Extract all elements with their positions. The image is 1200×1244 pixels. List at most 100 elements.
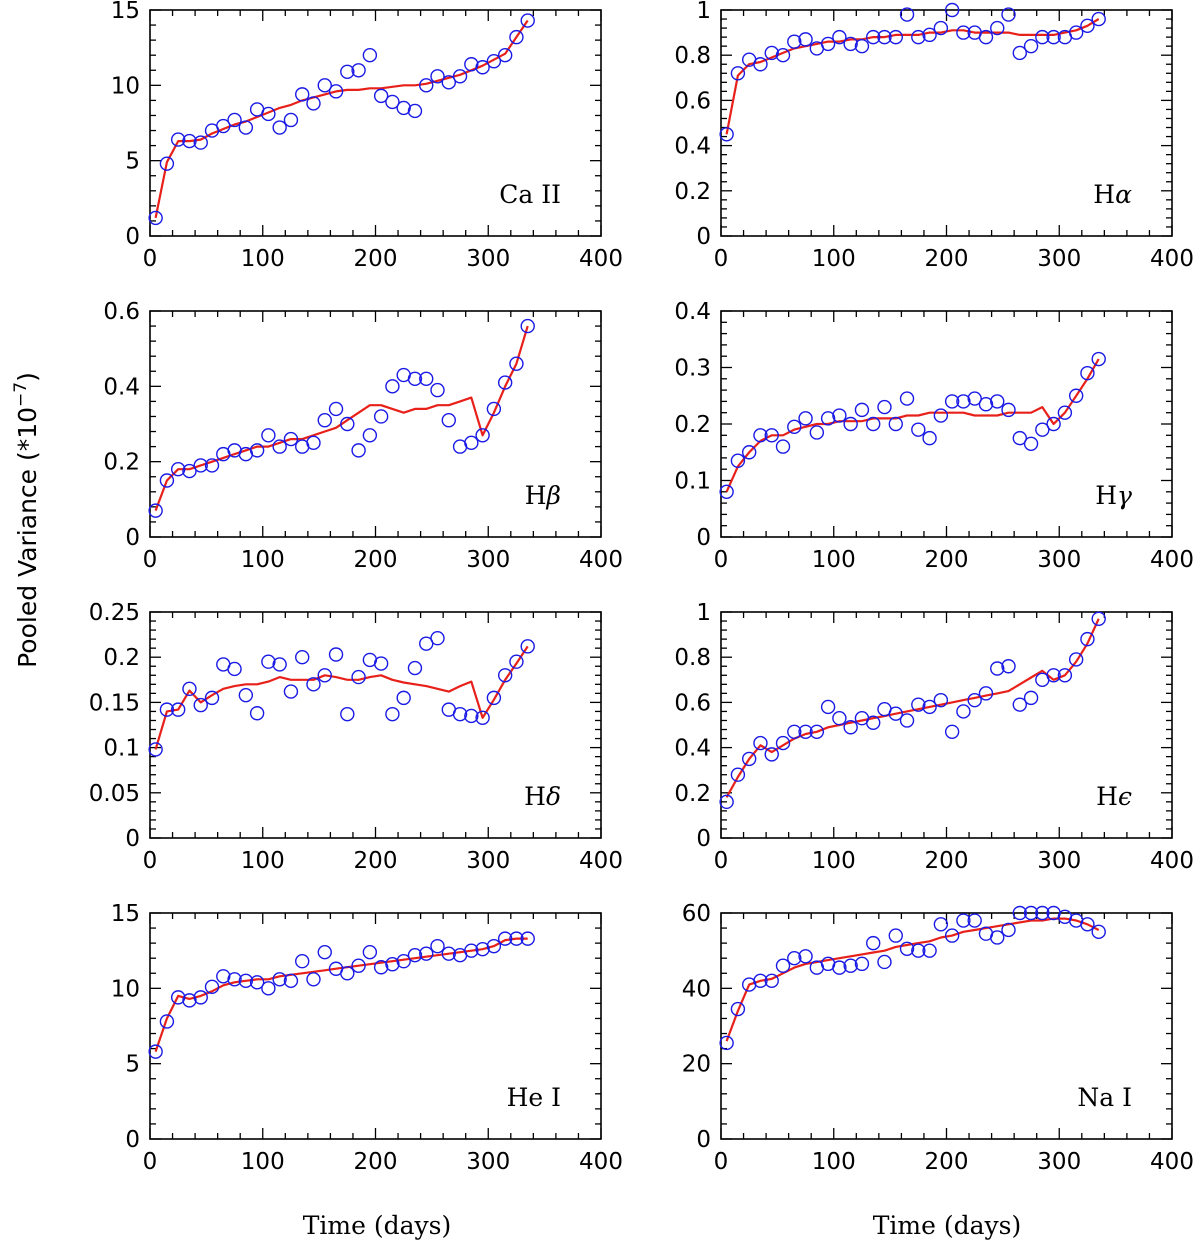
data-point	[520, 639, 535, 654]
x-tick-label: 400	[1150, 246, 1194, 272]
data-point	[922, 943, 937, 958]
data-point	[475, 60, 490, 75]
data-point	[464, 708, 479, 724]
data-point	[419, 636, 434, 651]
panel-6: 0 100 200 300 400 0 0.2 0.4 0.6 0.8 1 Hϵ	[674, 600, 1194, 874]
data-point	[787, 951, 802, 966]
x-tick-label: 100	[812, 547, 856, 573]
data-point	[182, 463, 197, 479]
data-point	[730, 767, 746, 782]
data-point	[1023, 436, 1039, 451]
data-point	[317, 413, 332, 428]
data-point	[193, 458, 208, 473]
data-point	[1046, 668, 1061, 683]
panel-7: 0 100 200 300 400 0 5 10 15 He I	[111, 901, 623, 1175]
panel-label: Hγ	[1095, 481, 1132, 510]
data-point	[182, 133, 197, 149]
data-point	[272, 972, 287, 987]
fit-line	[154, 937, 528, 1052]
panel-label-base: Ca II	[499, 180, 561, 209]
data-point	[1001, 659, 1016, 674]
data-point	[373, 409, 389, 424]
data-point	[832, 29, 847, 45]
data-point	[475, 941, 490, 957]
data-point	[419, 946, 434, 961]
data-point	[990, 661, 1005, 676]
data-point	[854, 956, 870, 972]
panel-label-base: He I	[507, 1083, 561, 1112]
data-point	[764, 973, 779, 988]
data-point	[328, 84, 344, 99]
data-point	[430, 382, 445, 398]
data-point	[441, 75, 456, 90]
x-tick-label: 0	[143, 246, 158, 272]
x-tick-label: 400	[579, 848, 623, 874]
data-point	[1080, 631, 1095, 647]
data-point	[798, 949, 813, 964]
data-point	[373, 960, 389, 975]
data-point	[182, 993, 197, 1008]
x-tick-label: 200	[354, 1149, 398, 1175]
data-point	[204, 458, 220, 473]
data-point	[430, 631, 445, 646]
data-point	[956, 394, 971, 409]
data-point	[978, 397, 994, 412]
right-x-axis-title: Time (days)	[873, 1211, 1022, 1240]
x-tick-label: 100	[241, 1149, 285, 1175]
data-point	[407, 371, 423, 386]
data-point	[967, 692, 982, 708]
y-tick-label: 0.15	[89, 690, 140, 716]
data-point	[148, 503, 163, 518]
y-tick-label: 0.8	[674, 645, 711, 671]
data-point	[922, 27, 937, 43]
data-point	[340, 706, 355, 722]
data-point	[351, 63, 366, 78]
data-point	[1023, 38, 1039, 54]
data-point	[520, 318, 535, 334]
data-point	[1057, 668, 1073, 683]
x-tick-label: 0	[714, 848, 729, 874]
data-point	[452, 706, 468, 722]
data-point	[520, 931, 535, 946]
data-point	[407, 660, 423, 676]
data-point	[787, 419, 802, 435]
data-point	[261, 428, 276, 443]
x-tick-label: 300	[1037, 547, 1081, 573]
data-point	[798, 32, 813, 47]
data-point	[204, 979, 220, 995]
data-point	[1046, 416, 1061, 432]
y-tick-label: 15	[111, 0, 140, 24]
data-point	[1091, 11, 1106, 27]
data-point	[933, 917, 949, 932]
data-point	[509, 29, 524, 45]
data-point	[351, 443, 366, 458]
data-point	[1001, 7, 1016, 22]
panel-label: Na I	[1077, 1083, 1132, 1112]
data-point	[719, 794, 734, 810]
data-point	[328, 647, 344, 662]
data-point	[843, 36, 858, 52]
data-point	[170, 702, 186, 717]
data-point	[317, 944, 332, 960]
data-point	[888, 706, 903, 721]
data-point	[843, 416, 858, 432]
y-tick-label: 0	[125, 224, 140, 250]
data-point	[990, 394, 1005, 409]
data-point	[741, 751, 757, 767]
panel-label-base: H	[1095, 481, 1117, 510]
data-point	[922, 430, 937, 446]
data-point	[159, 156, 175, 171]
data-point	[911, 422, 926, 437]
data-point	[261, 106, 276, 122]
data-point	[990, 20, 1005, 36]
y-tick-label: 0.2	[674, 412, 711, 438]
panel-5: 0 100 200 300 400 0 0.05 0.1 0.15 0.2 0.25 Hδ	[89, 600, 623, 874]
data-point	[933, 408, 949, 423]
data-point	[967, 391, 982, 406]
data-point	[362, 944, 378, 960]
data-point	[899, 713, 915, 728]
data-point	[317, 78, 332, 93]
data-point	[249, 706, 265, 721]
data-point	[730, 1001, 746, 1017]
